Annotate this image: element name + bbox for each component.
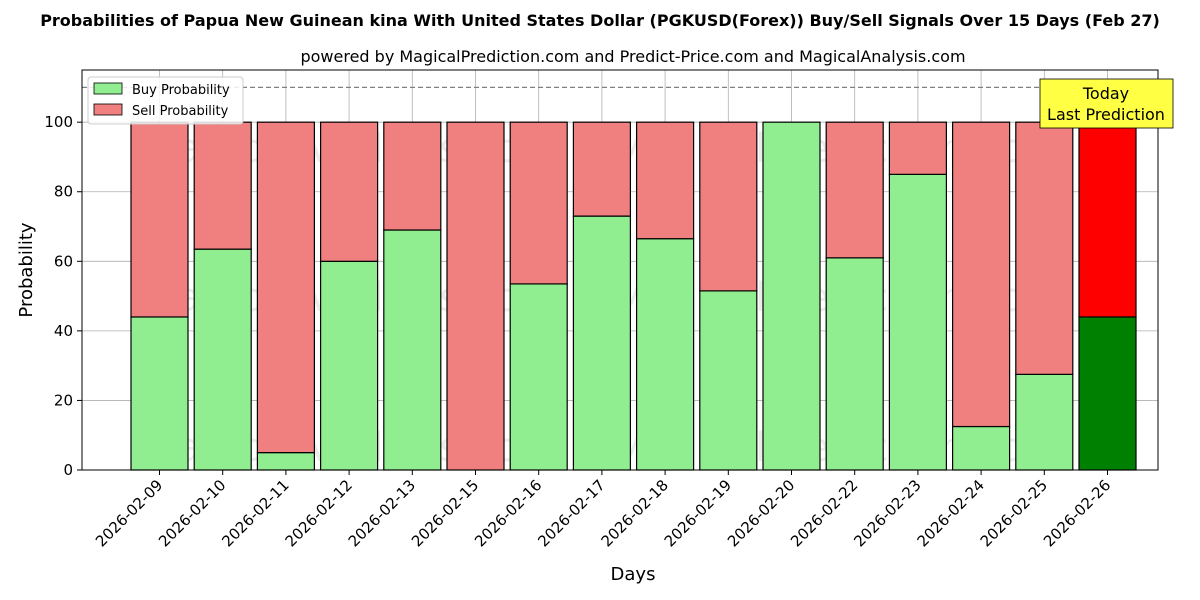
y-tick-label: 100 <box>44 113 73 131</box>
bar-buy-2026-02-10 <box>193 248 252 471</box>
bar-buy-2026-02-26 <box>1078 316 1137 471</box>
legend: Buy Probability Sell Probability <box>87 76 244 125</box>
x-tick-label: 2026-02-24 <box>914 476 988 550</box>
x-tick-label: 2026-02-22 <box>787 476 861 550</box>
legend-box <box>87 76 244 125</box>
y-tick-label: 0 <box>63 461 73 479</box>
bar-buy-2026-02-19 <box>699 290 758 471</box>
bar-buy-2026-02-22 <box>825 257 884 471</box>
y-axis-label: Probability <box>16 222 37 317</box>
bar-sell-2026-02-10 <box>193 121 252 250</box>
x-tick-label: 2026-02-09 <box>92 476 166 550</box>
x-tick-label: 2026-02-23 <box>850 476 924 550</box>
bar-buy-2026-02-24 <box>951 425 1011 471</box>
bar-sell-2026-02-16 <box>509 121 568 285</box>
bar-sell-2026-02-22 <box>825 121 884 259</box>
bar-buy-2026-02-17 <box>572 215 632 471</box>
bar-sell-2026-02-12 <box>320 121 379 262</box>
x-tick-label: 2026-02-18 <box>598 476 672 550</box>
x-tick-label: 2026-02-12 <box>282 476 356 550</box>
y-tick-label: 20 <box>54 391 73 409</box>
y-tick-label: 40 <box>54 322 73 340</box>
x-tick-label: 2026-02-13 <box>345 476 419 550</box>
bar-sell-2026-02-09 <box>130 121 189 318</box>
y-tick-label: 60 <box>54 252 73 270</box>
bar-series <box>130 121 1137 471</box>
plot-frame <box>81 69 1159 471</box>
today-annotation: Today Last Prediction <box>1039 78 1174 129</box>
legend-swatch-buy <box>93 82 123 95</box>
bar-sell-2026-02-25 <box>1015 121 1074 375</box>
bar-sell-2026-02-11 <box>256 121 315 454</box>
bar-sell-2026-02-23 <box>888 121 948 175</box>
annotation-box <box>1039 78 1174 129</box>
legend-label-buy: Buy Probability <box>132 83 230 98</box>
bar-sell-2026-02-15 <box>446 121 505 471</box>
bar-sell-2026-02-19 <box>699 121 758 292</box>
annotation-line-last-prediction: Last Prediction <box>1047 105 1165 124</box>
bar-sell-2026-02-18 <box>635 121 695 240</box>
y-axis-ticks: 0 20 40 60 80 100 <box>44 113 82 479</box>
bar-buy-2026-02-18 <box>635 238 695 471</box>
x-tick-label: 2026-02-25 <box>977 476 1051 550</box>
x-tick-label: 2026-02-11 <box>218 476 292 550</box>
chart-title: Probabilities of Papua New Guinean kina … <box>40 11 1160 30</box>
bar-buy-2026-02-13 <box>383 229 442 471</box>
x-tick-label: 2026-02-10 <box>155 476 229 550</box>
x-axis-ticks: 2026-02-092026-02-102026-02-112026-02-12… <box>92 470 1114 550</box>
x-tick-label: 2026-02-15 <box>408 476 482 550</box>
bar-buy-2026-02-20 <box>762 121 821 471</box>
bar-sell-2026-02-13 <box>383 121 442 231</box>
bar-sell-2026-02-26 <box>1078 121 1137 318</box>
annotation-line-today: Today <box>1082 84 1129 103</box>
chart-subtitle: powered by MagicalPrediction.com and Pre… <box>300 47 965 66</box>
x-tick-label: 2026-02-20 <box>724 476 798 550</box>
bar-buy-2026-02-11 <box>256 452 315 471</box>
x-tick-label: 2026-02-17 <box>534 476 608 550</box>
x-tick-label: 2026-02-19 <box>661 476 735 550</box>
legend-label-sell: Sell Probability <box>132 104 229 119</box>
bar-buy-2026-02-23 <box>888 173 948 471</box>
x-axis-label: Days <box>611 564 656 585</box>
bar-sell-2026-02-17 <box>572 121 632 217</box>
bar-buy-2026-02-12 <box>320 260 379 471</box>
bar-buy-2026-02-09 <box>130 316 189 471</box>
bar-buy-2026-02-16 <box>509 283 568 471</box>
bar-buy-2026-02-25 <box>1015 373 1074 471</box>
legend-swatch-sell <box>93 103 123 116</box>
bar-sell-2026-02-24 <box>951 121 1011 428</box>
x-tick-label: 2026-02-16 <box>471 476 545 550</box>
y-tick-label: 80 <box>54 183 73 201</box>
x-tick-label: 2026-02-26 <box>1040 476 1114 550</box>
